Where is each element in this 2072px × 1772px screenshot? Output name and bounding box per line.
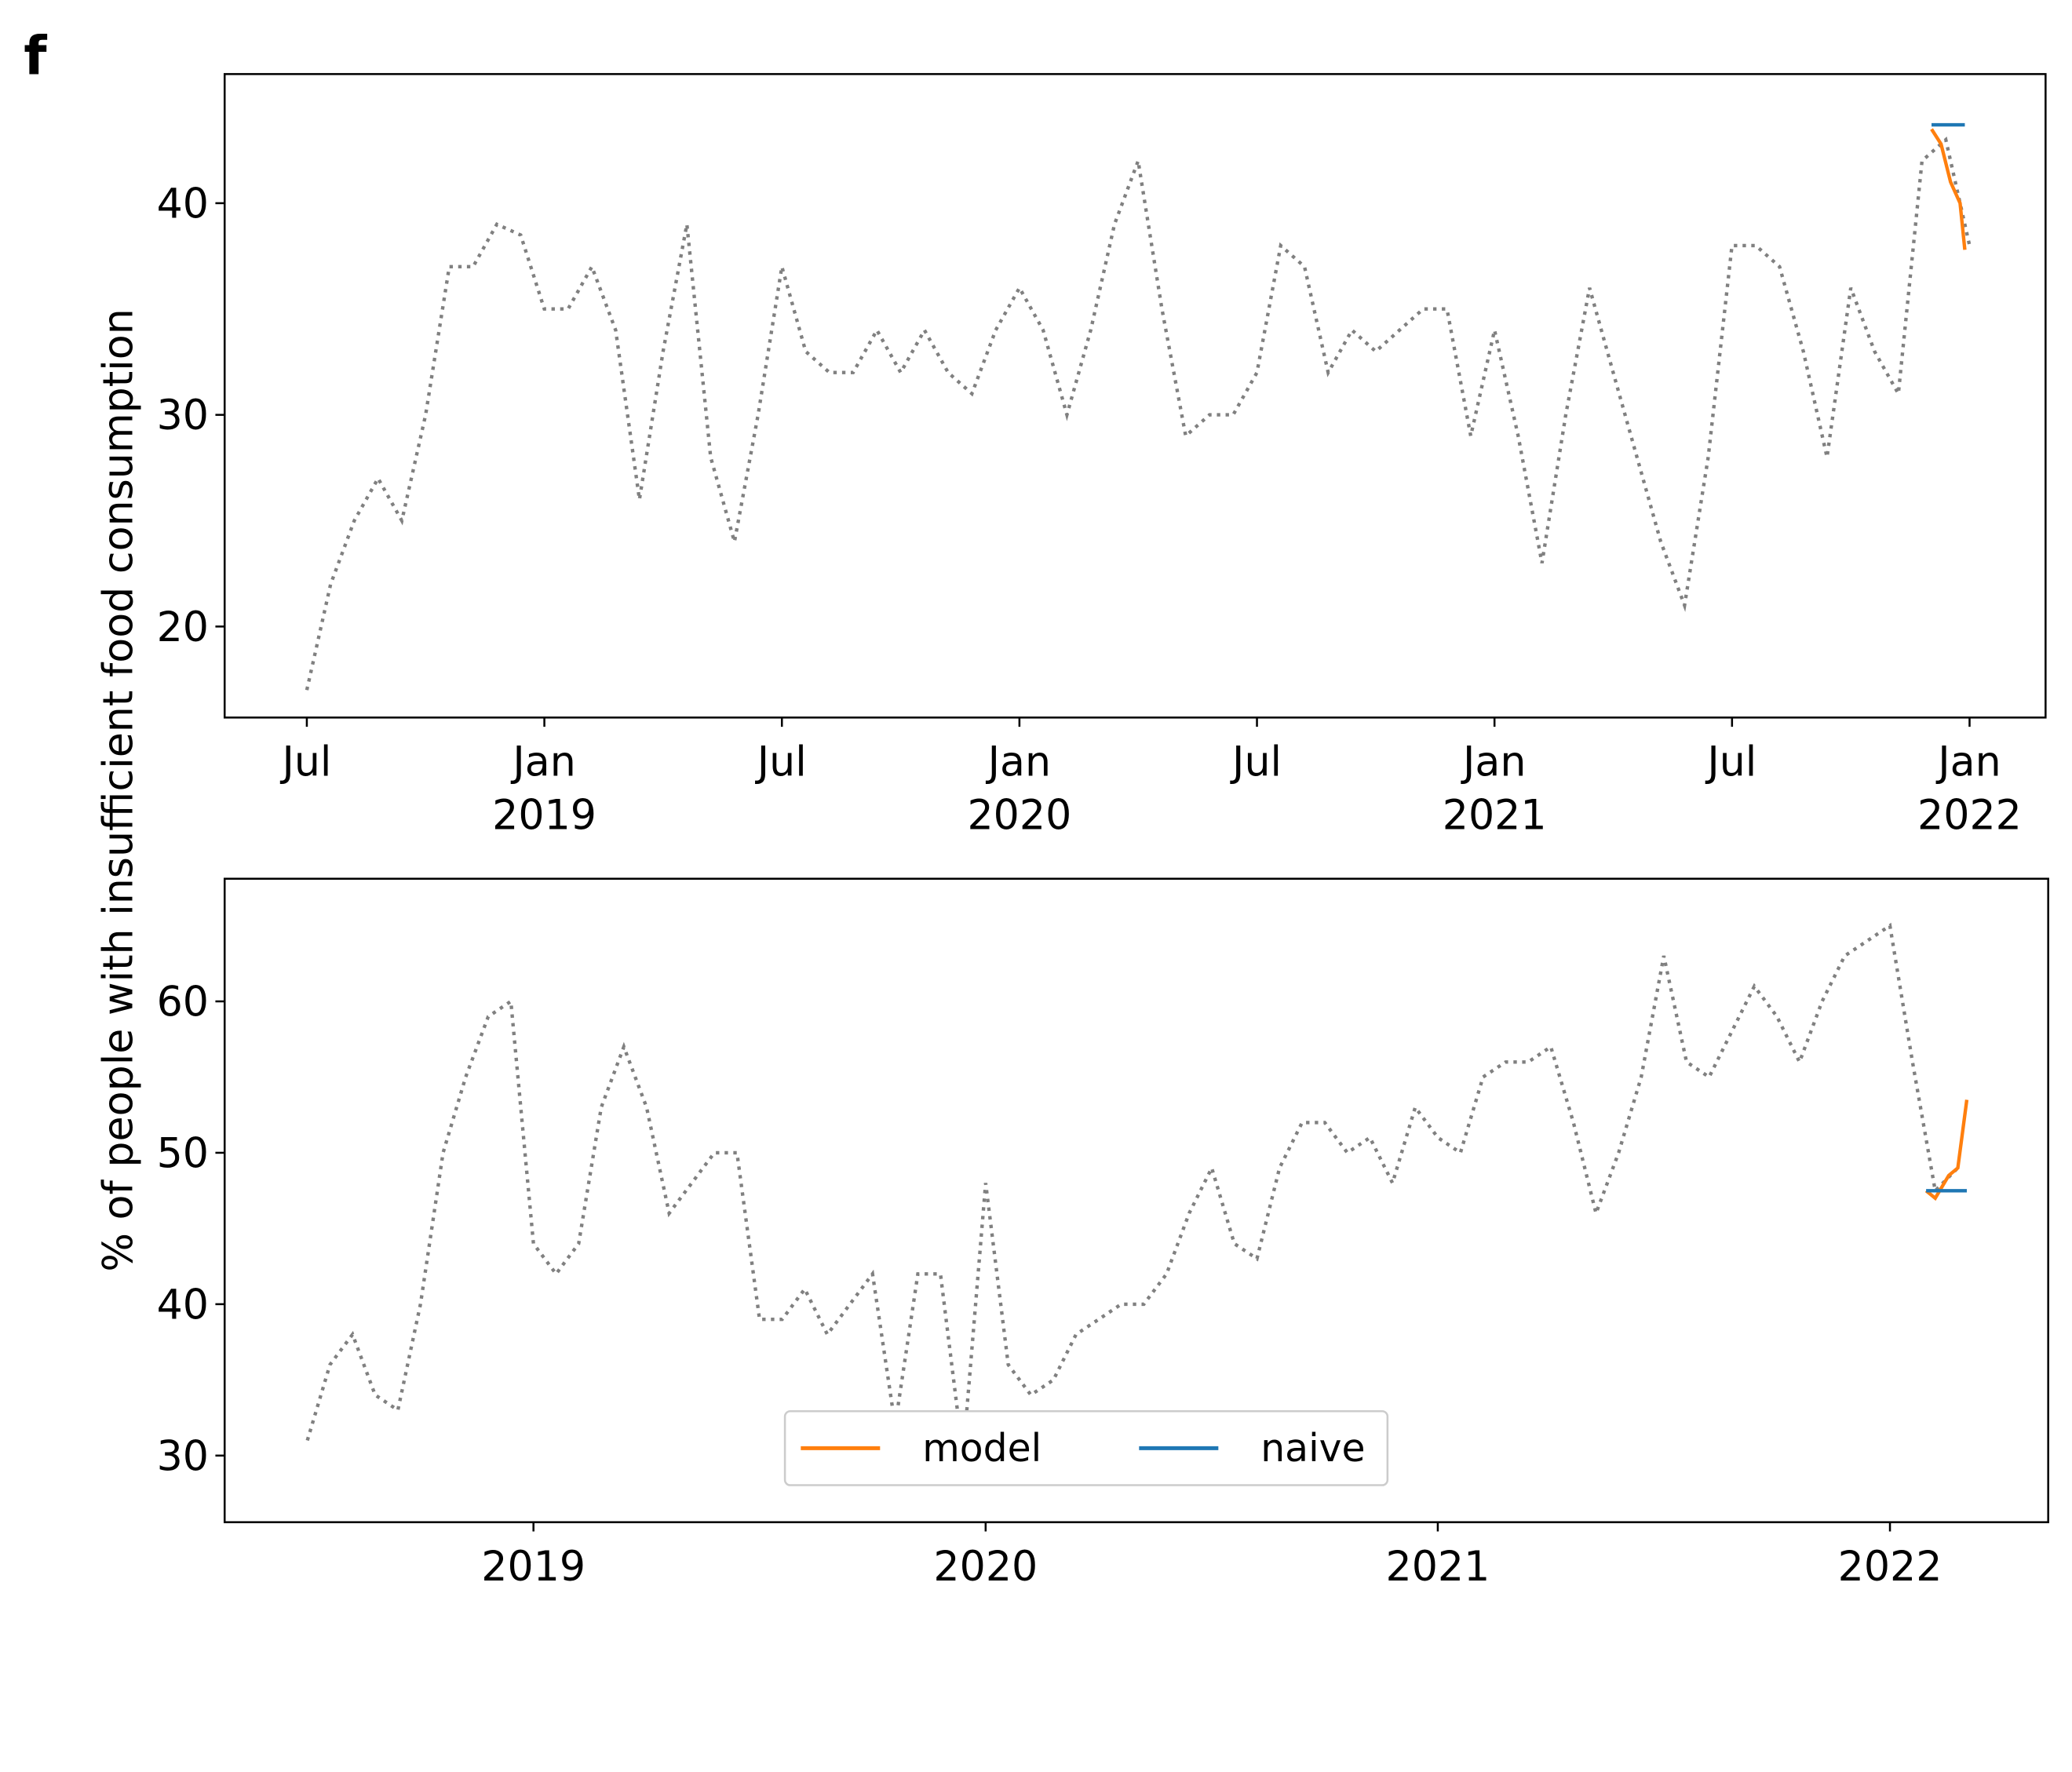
x-tick-label: Jul [1705, 738, 1756, 786]
x-tick-label: Jan 2022 [1917, 738, 2022, 839]
x-tick-label: Jul [755, 738, 807, 786]
data-line [305, 922, 1960, 1457]
x-tick-label: Jan 2019 [492, 738, 596, 839]
y-tick-label: 50 [157, 1130, 209, 1177]
plot-frame [223, 73, 2047, 719]
plot-frame [223, 877, 2049, 1523]
x-tick-label: Jan 2021 [1443, 738, 1547, 839]
y-tick-label: 30 [157, 392, 209, 439]
legend-label: model [922, 1426, 1041, 1471]
legend-label: naive [1260, 1426, 1365, 1471]
data-line [1924, 1099, 1969, 1201]
x-tick-label: Jan 2020 [967, 738, 1071, 839]
panel-label: f [24, 24, 47, 86]
y-tick-label: 40 [157, 180, 209, 228]
legend-box [783, 1409, 1389, 1486]
data-line [1930, 128, 1967, 250]
x-tick-label: 2021 [1386, 1544, 1490, 1591]
y-axis-label: % of people with insufficient food consu… [95, 308, 142, 1271]
x-tick-label: 2019 [481, 1544, 585, 1591]
y-tick-label: 60 [157, 979, 209, 1026]
x-tick-label: Jul [1230, 738, 1282, 786]
y-tick-label: 30 [157, 1433, 209, 1480]
y-tick-label: 20 [157, 604, 209, 651]
x-tick-label: 2020 [933, 1544, 1038, 1591]
y-tick-label: 40 [157, 1282, 209, 1329]
x-tick-label: 2022 [1838, 1544, 1942, 1591]
data-line [305, 136, 1972, 691]
x-tick-label: Jul [279, 738, 331, 786]
